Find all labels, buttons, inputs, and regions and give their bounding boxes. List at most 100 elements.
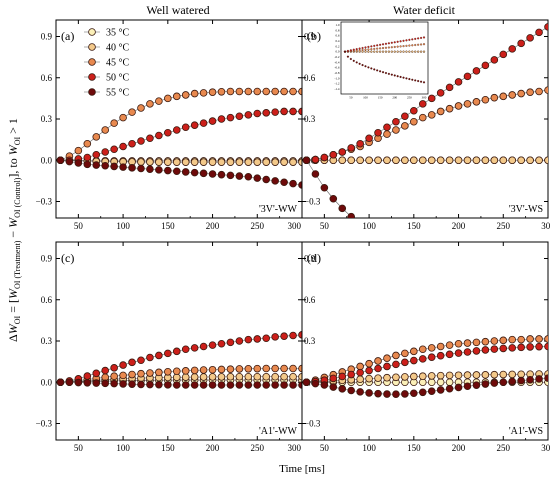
data-point (338, 372, 347, 381)
data-point (436, 89, 445, 97)
data-point (146, 100, 154, 108)
data-point (262, 175, 271, 184)
data-point (298, 87, 302, 96)
inset-point (381, 71, 385, 74)
data-point (298, 158, 302, 166)
data-point (508, 344, 517, 352)
legend-label: 50 °C (106, 73, 129, 84)
data-point (401, 156, 409, 165)
data-point (392, 390, 400, 399)
y-axis-label: ΔWOI = [WOI (Treatment) − WOI (Control)]… (6, 118, 22, 342)
data-point (374, 364, 382, 373)
data-point (128, 358, 136, 367)
data-point (226, 372, 235, 381)
data-point (235, 112, 244, 121)
data-point (410, 347, 418, 356)
data-point (356, 388, 364, 396)
data-point (101, 366, 109, 375)
x-tick-label: 100 (116, 443, 130, 453)
inset-y-tick-label: -1.2 (334, 82, 339, 86)
data-point (199, 158, 208, 166)
data-point (463, 371, 472, 379)
data-point (137, 104, 145, 112)
data-point (410, 106, 418, 115)
inset-x-tick-label: 250 (407, 96, 412, 100)
data-point (119, 163, 127, 171)
data-point (119, 371, 127, 380)
inset-point (367, 50, 370, 53)
data-point (383, 123, 391, 132)
data-point (374, 156, 382, 165)
data-point (146, 158, 154, 166)
data-point (172, 347, 181, 356)
data-point (427, 156, 436, 165)
data-point (401, 358, 409, 367)
data-point (427, 94, 436, 103)
data-point (217, 158, 226, 166)
inset-point (408, 44, 411, 47)
data-point (199, 381, 208, 389)
data-point (146, 353, 154, 362)
data-point (410, 156, 418, 165)
data-point (311, 170, 320, 178)
y-tick-label: −0.3 (304, 419, 321, 429)
data-point (418, 100, 427, 108)
inset-point (379, 70, 382, 73)
data-point (137, 369, 145, 378)
inset-point (379, 50, 382, 53)
series-line (306, 338, 548, 383)
inset-frame (340, 21, 429, 95)
data-point (463, 100, 472, 108)
inset-point (393, 74, 396, 77)
y-tick-label: 0.6 (304, 73, 316, 83)
data-point (347, 370, 356, 379)
data-point (244, 172, 253, 181)
data-point (374, 389, 382, 398)
panel-annotation: '3V'-WW (259, 204, 298, 215)
legend-marker (88, 73, 96, 81)
data-point (544, 342, 548, 351)
inset-point (405, 50, 408, 53)
inset-point (411, 50, 414, 53)
inset-point (346, 55, 349, 58)
data-point (472, 347, 481, 355)
data-point (418, 388, 427, 397)
data-point (92, 150, 101, 159)
data-point (320, 153, 329, 162)
series-line (60, 376, 302, 383)
data-point (329, 383, 338, 391)
data-point (262, 158, 271, 166)
legend-entry: 35 °C (84, 28, 129, 39)
data-point (427, 353, 436, 362)
x-tick-label: 200 (206, 221, 220, 231)
data-point (137, 164, 145, 173)
inset-point (408, 50, 411, 53)
data-point (181, 381, 190, 389)
inset-series (343, 50, 426, 84)
data-point (137, 356, 145, 365)
data-point (392, 117, 400, 126)
data-point (128, 108, 136, 116)
inset-point (358, 62, 361, 65)
series (56, 378, 302, 389)
data-point (329, 150, 338, 159)
data-point (208, 341, 217, 349)
data-point (172, 92, 181, 101)
inset-point (387, 72, 390, 75)
data-point (128, 380, 136, 388)
inset-point (390, 73, 393, 76)
data-point (208, 365, 217, 374)
inset-point (373, 47, 376, 50)
data-point (155, 166, 163, 174)
inset-point (414, 79, 417, 82)
data-point (253, 109, 262, 118)
data-point (481, 61, 490, 70)
data-point (392, 126, 400, 134)
data-point (110, 372, 118, 381)
data-point (289, 331, 297, 340)
series (56, 156, 302, 189)
inset-point (411, 44, 414, 47)
data-point (383, 354, 391, 362)
inset-point (420, 43, 423, 46)
series (302, 374, 548, 399)
